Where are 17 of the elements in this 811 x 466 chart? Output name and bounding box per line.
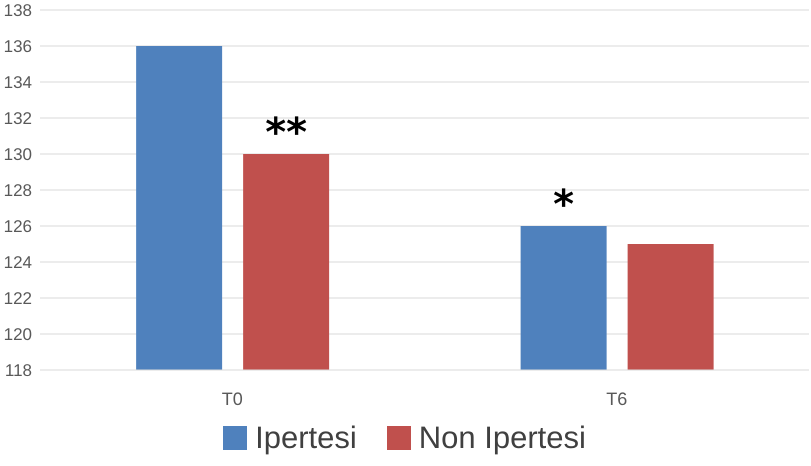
annotation: * — [553, 182, 574, 228]
y-tick-label: 138 — [4, 1, 32, 20]
y-tick-label: 124 — [4, 253, 32, 272]
y-tick-label: 134 — [4, 73, 32, 92]
y-tick-label: 136 — [4, 37, 32, 56]
y-tick-label: 130 — [4, 145, 32, 164]
legend-label: Non Ipertesi — [418, 420, 586, 456]
y-tick-label: 126 — [4, 217, 32, 236]
y-tick-label: 120 — [4, 325, 32, 344]
y-tick-label: 132 — [4, 109, 32, 128]
annotation: ** — [265, 110, 308, 156]
x-tick-label: T6 — [606, 388, 628, 409]
y-tick-label: 118 — [4, 361, 32, 380]
y-tick-label: 128 — [4, 181, 32, 200]
legend-label: Ipertesi — [255, 420, 357, 456]
y-tick-label: 122 — [4, 289, 32, 308]
x-tick-label: T0 — [222, 388, 243, 409]
